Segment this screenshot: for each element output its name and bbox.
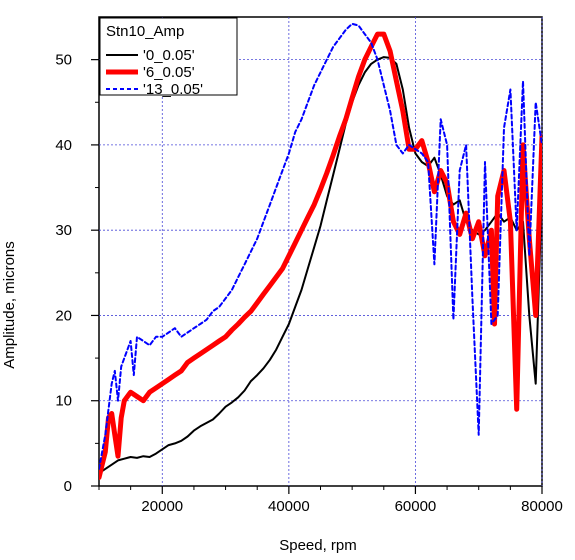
legend-box bbox=[99, 17, 238, 96]
legend-label-1: '6_0.05' bbox=[143, 64, 195, 81]
series-line-2 bbox=[99, 22, 542, 470]
x-tick-label-3: 80000 bbox=[521, 498, 563, 515]
y-tick-label-4: 40 bbox=[55, 137, 72, 154]
y-tick-label-3: 30 bbox=[55, 222, 72, 239]
y-tick-label-5: 50 bbox=[55, 52, 72, 69]
series-line-0 bbox=[99, 56, 542, 475]
x-axis-title: Speed, rpm bbox=[279, 537, 357, 554]
series-line-1 bbox=[99, 31, 542, 480]
y-tick-label-1: 10 bbox=[55, 393, 72, 410]
legend: Stn10_Amp '0_0.05' '6_0.05' '13_0.05' bbox=[99, 17, 238, 98]
y-axis-title: Amplitude, microns bbox=[1, 241, 18, 369]
x-tick-label-1: 40000 bbox=[268, 498, 310, 515]
legend-label-2: '13_0.05' bbox=[143, 81, 203, 98]
x-tick-label-0: 20000 bbox=[141, 498, 183, 515]
x-tick-label-2: 60000 bbox=[395, 498, 437, 515]
legend-title: Stn10_Amp bbox=[106, 23, 184, 40]
y-tick-label-2: 20 bbox=[55, 307, 72, 324]
y-tick-label-0: 0 bbox=[64, 478, 72, 495]
axis-ticks: 20000 40000 60000 80000 0 10 20 30 40 50 bbox=[55, 52, 563, 515]
series-group bbox=[99, 22, 542, 480]
legend-label-0: '0_0.05' bbox=[143, 47, 195, 64]
